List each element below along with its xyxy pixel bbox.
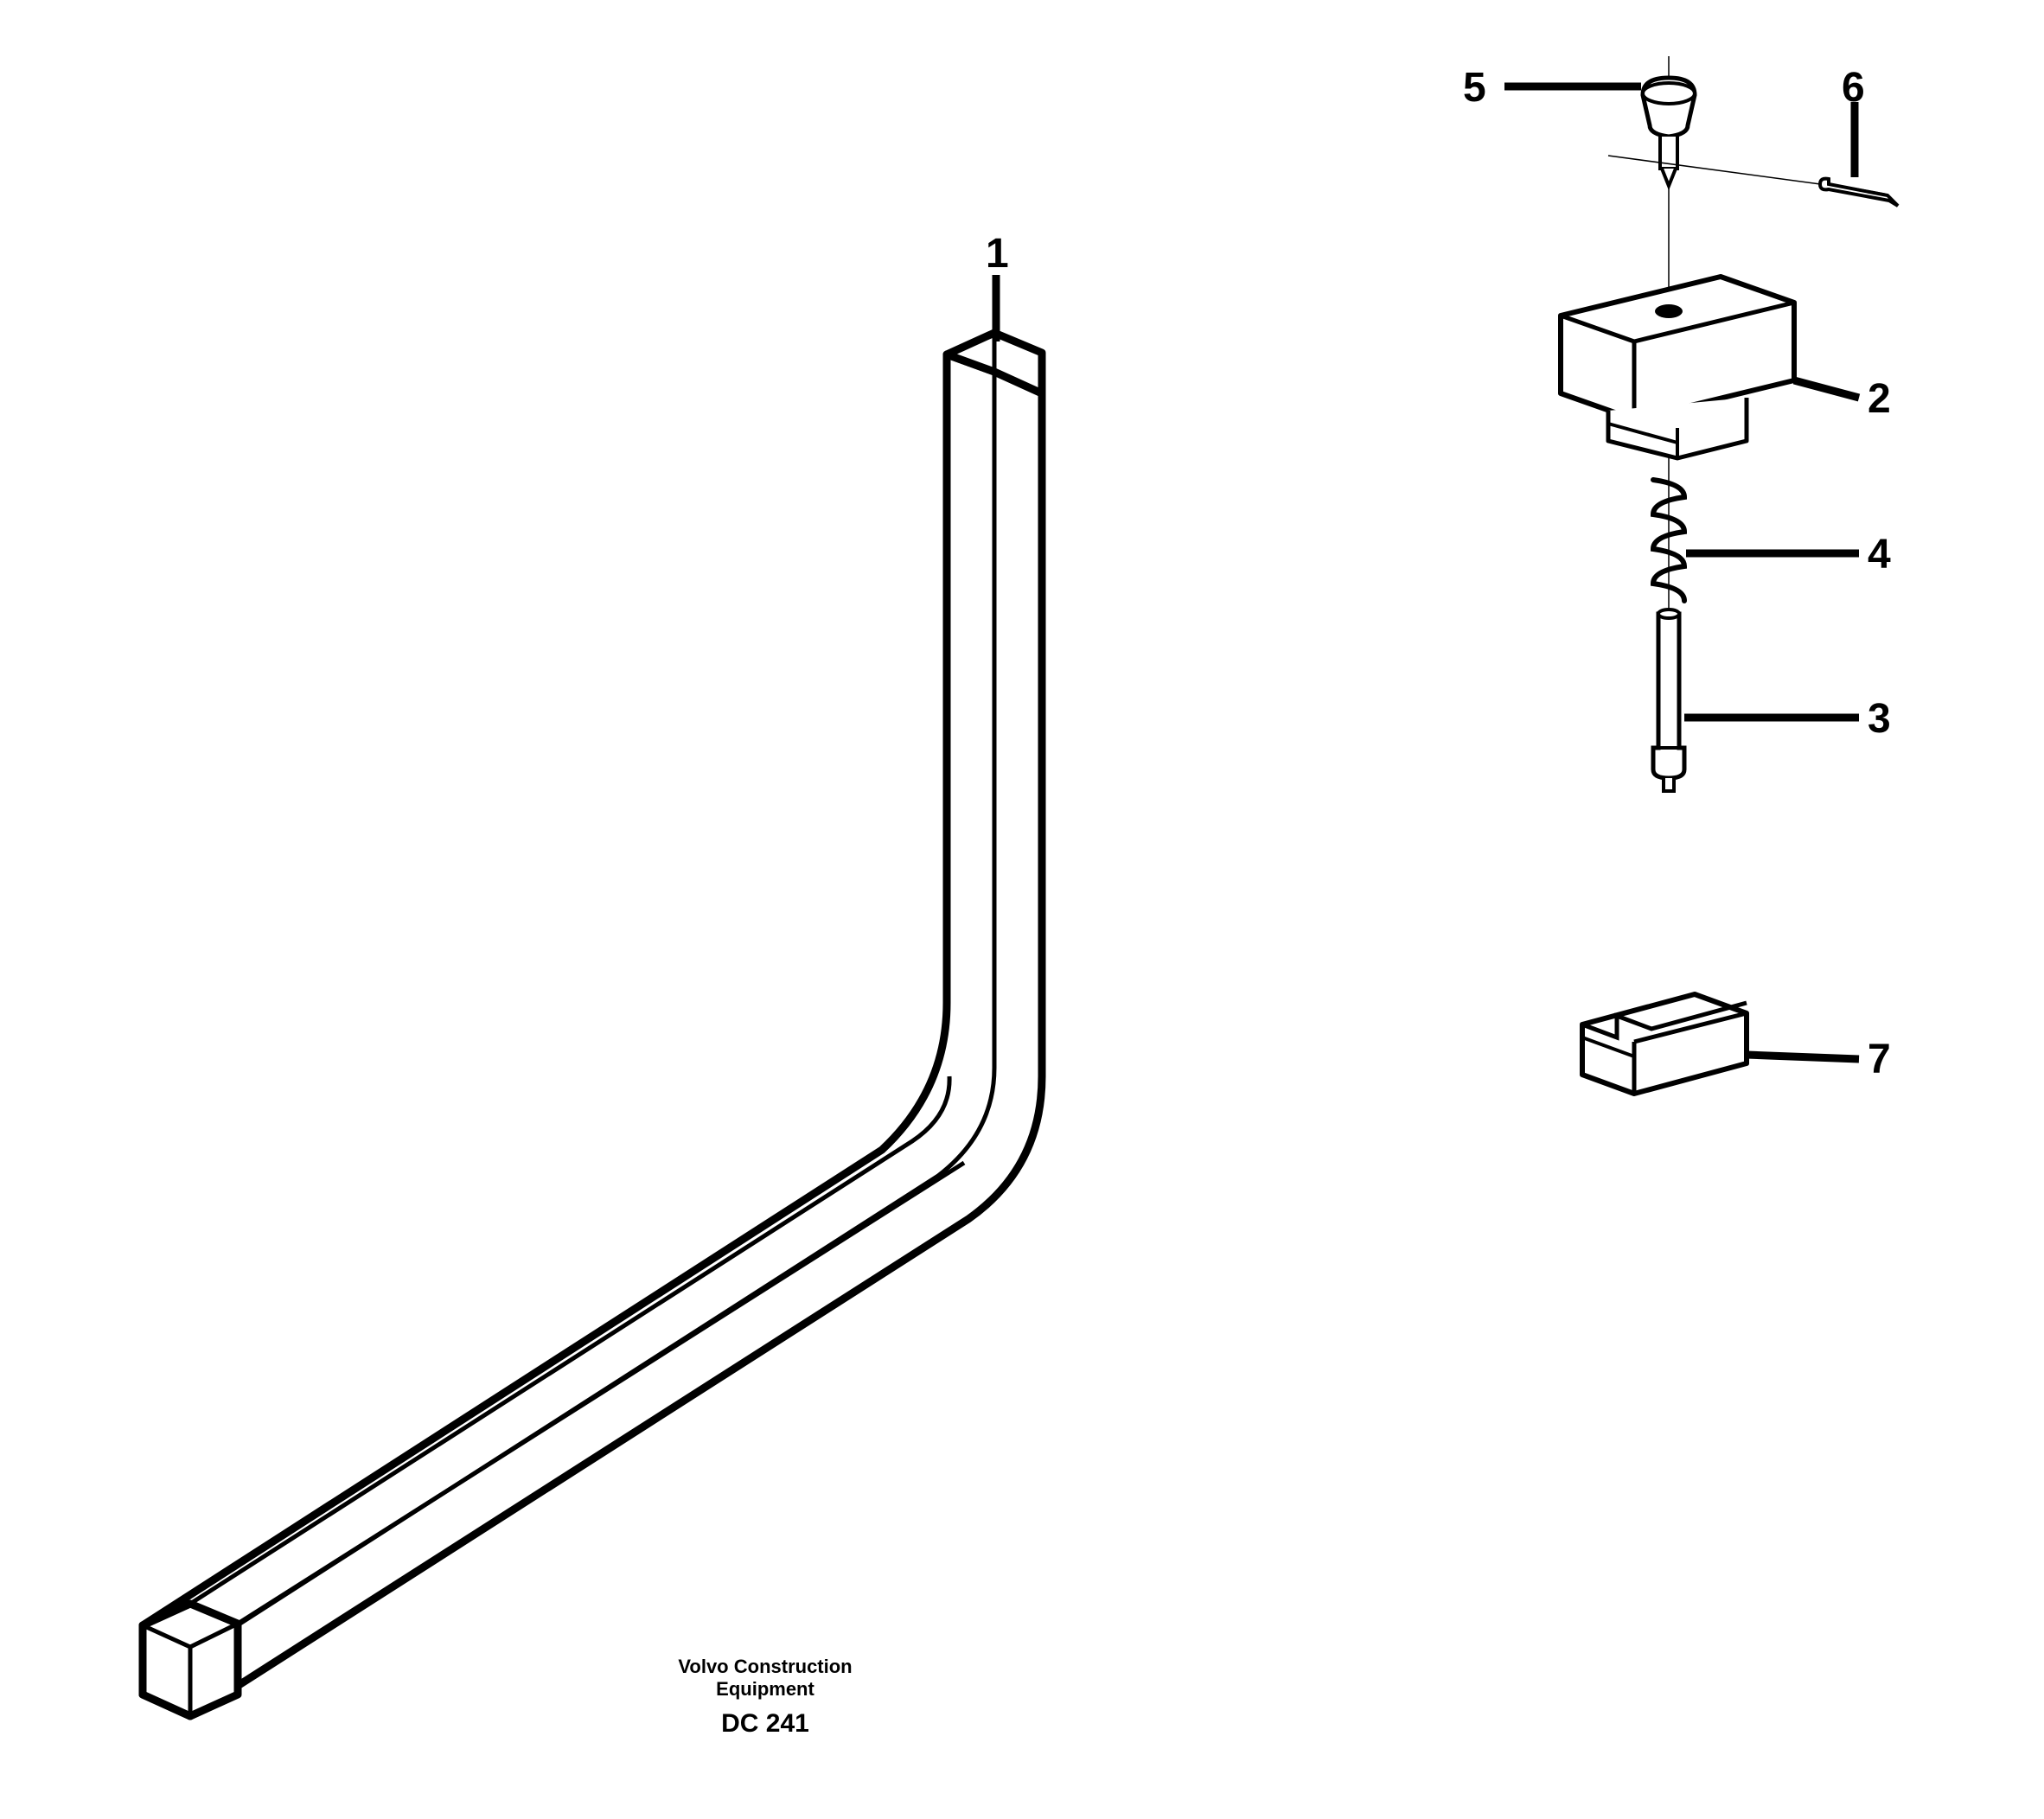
- part-lower-hook: [1582, 994, 1859, 1094]
- part-knob: [1504, 78, 1833, 186]
- part-cotter-pin: [1820, 102, 1898, 206]
- footer-line-2: Equipment: [657, 1678, 873, 1701]
- diagram-canvas: 1 2 3 4 5 6 7 Volvo Construction Equipme…: [0, 0, 2044, 1819]
- footer-line-1: Volvo Construction: [657, 1656, 873, 1678]
- callout-7: 7: [1868, 1039, 1891, 1081]
- callout-3: 3: [1868, 699, 1891, 740]
- footer-code: DC 241: [657, 1708, 873, 1739]
- parts-diagram-svg: [0, 0, 2044, 1819]
- part-lock-block: [1561, 277, 1859, 458]
- part-fork: [143, 275, 1042, 1716]
- callout-2: 2: [1868, 379, 1891, 420]
- part-pin: [1653, 610, 1859, 791]
- part-spring: [1653, 480, 1859, 601]
- footer-brand: Volvo Construction Equipment DC 241: [657, 1656, 873, 1739]
- callout-5: 5: [1463, 67, 1486, 109]
- callout-1: 1: [986, 233, 1009, 275]
- callout-6: 6: [1842, 67, 1865, 109]
- callout-4: 4: [1868, 534, 1891, 576]
